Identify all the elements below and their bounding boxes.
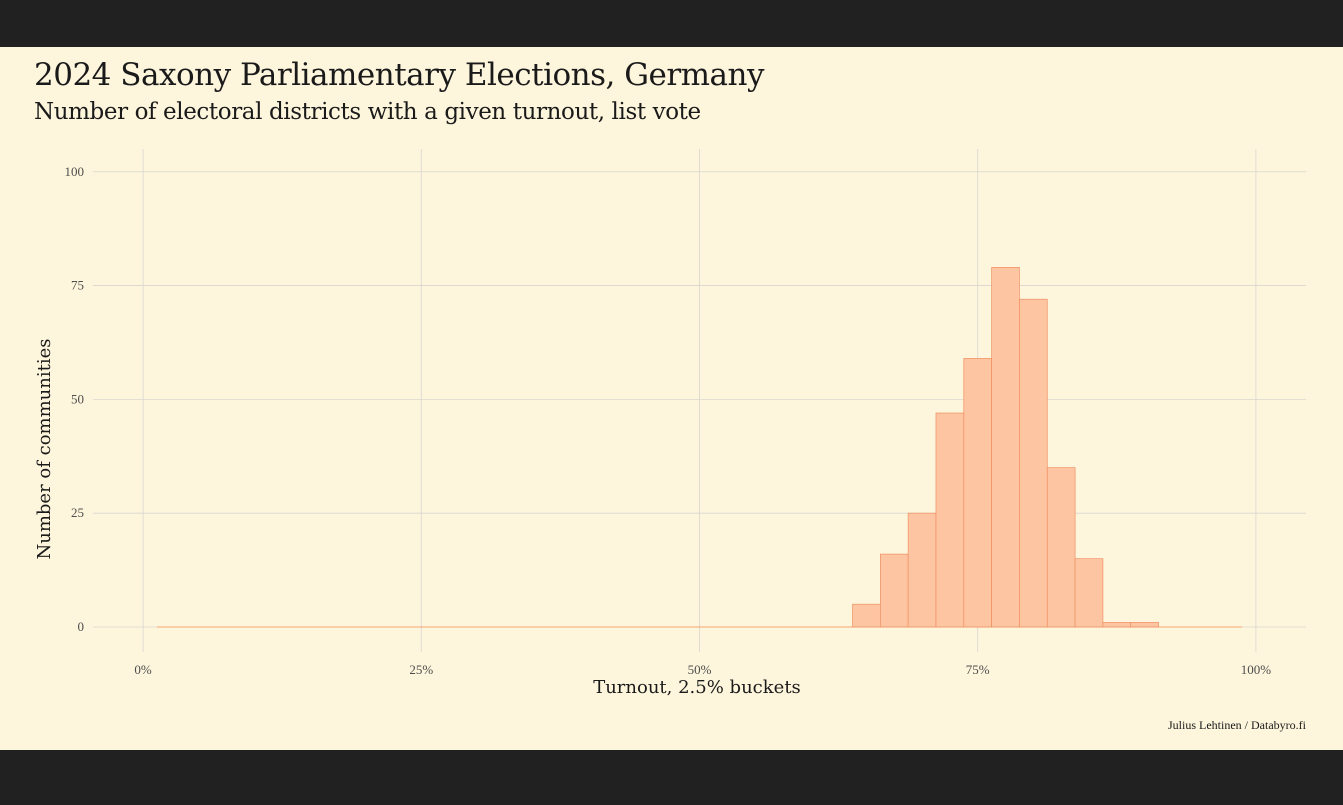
x-tick-label: 50%	[688, 662, 712, 677]
y-axis-title: Number of communities	[34, 338, 55, 559]
y-tick-label: 50	[71, 391, 84, 406]
y-tick-label: 100	[65, 164, 85, 179]
chart-card: 2024 Saxony Parliamentary Elections, Ger…	[0, 47, 1343, 750]
x-tick-label: 25%	[409, 662, 433, 677]
histogram-bar	[852, 603, 881, 628]
x-tick-label: 100%	[1241, 662, 1272, 677]
x-axis-title: Turnout, 2.5% buckets	[593, 677, 801, 698]
histogram-bar	[1019, 298, 1048, 628]
y-tick-label: 75	[71, 278, 84, 293]
histogram-bar	[1046, 467, 1076, 628]
y-tick-label: 25	[71, 505, 84, 520]
histogram-bar	[879, 553, 909, 628]
histogram-bar	[935, 412, 965, 628]
histogram-chart: 0% 25% 50% 75% 100% 0 25 50 75 100 Turnout, 2.5%…	[34, 149, 1306, 698]
y-axis-ticks: 0 25 50 75 100	[65, 164, 85, 634]
grid-lines	[93, 149, 1306, 652]
chart-title: 2024 Saxony Parliamentary Elections, Ger…	[34, 57, 765, 93]
x-tick-label: 0%	[134, 662, 152, 677]
histogram-bar	[1074, 558, 1104, 628]
histogram-bar	[1102, 622, 1132, 628]
histogram-bar	[991, 267, 1020, 628]
histogram-bars	[852, 267, 1159, 628]
histogram-bar	[1130, 622, 1159, 628]
x-axis-ticks: 0% 25% 50% 75% 100%	[134, 662, 1271, 677]
y-tick-label: 0	[78, 619, 85, 634]
histogram-bar	[963, 358, 992, 628]
x-tick-label: 75%	[966, 662, 990, 677]
chart-subtitle: Number of electoral districts with a giv…	[34, 99, 701, 125]
source-caption: Julius Lehtinen / Databyro.fi	[1168, 718, 1306, 732]
histogram-bar	[907, 512, 937, 628]
